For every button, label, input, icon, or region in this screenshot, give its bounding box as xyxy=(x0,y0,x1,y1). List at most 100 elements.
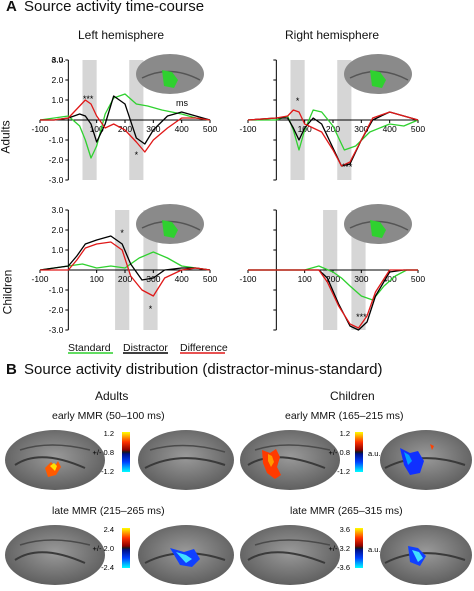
ms-label: ms xyxy=(176,98,188,108)
cbar-ce-min: -1.2 xyxy=(337,467,350,476)
cbar-ae-max: 1.2 xyxy=(104,429,114,438)
cbar-al-mid: +/- 2.0 xyxy=(93,544,114,553)
chart-adults-right: -100 100 200 300 400 500**** xyxy=(239,54,425,181)
x-tick-label: 300 xyxy=(354,124,368,134)
brain-inset xyxy=(344,204,412,244)
x-tick-label: 500 xyxy=(411,274,425,284)
y-tick-label: 2.0 xyxy=(52,225,64,235)
y-tick-label: 1.0 xyxy=(52,95,64,105)
cbar-ae-mid: +/- 0.8 xyxy=(93,448,114,457)
x-tick-label: -100 xyxy=(239,124,256,134)
colorbar-adults-early: 1.2 +/- 0.8 -1.2 xyxy=(93,429,130,476)
legend-difference: Difference xyxy=(180,342,228,354)
cbar-cl-unit: a.u. xyxy=(368,545,381,554)
panel-b-title: Source activity distribution (distractor… xyxy=(24,361,383,378)
x-tick-label: 200 xyxy=(326,124,340,134)
x-tick-label: 500 xyxy=(411,124,425,134)
brain-children-late-right xyxy=(380,525,472,585)
unit-label: a.u. xyxy=(51,54,65,64)
chart-children-right: -100 100 200 300 400 500 *** xyxy=(239,204,425,331)
y-tick-label: -1.0 xyxy=(49,135,64,145)
colorbar-adults-late: 2.4 +/- 2.0 -2.4 xyxy=(93,525,130,572)
significance-marker: * xyxy=(120,228,124,238)
cbar-cl-min: -3.6 xyxy=(337,563,350,572)
x-tick-label: -100 xyxy=(239,274,256,284)
series-distractor xyxy=(40,95,211,145)
chart-adults-left: 3.02.01.0-1.0-2.0-3.0-100 100 200 300 400 500… xyxy=(31,54,217,185)
brain-adults-early-right xyxy=(138,430,234,490)
significance-marker: *** xyxy=(83,94,94,104)
brain-children-late-left xyxy=(240,525,340,585)
cbar-al-max: 2.4 xyxy=(104,525,114,534)
x-tick-label: 200 xyxy=(118,124,132,134)
x-tick-label: 400 xyxy=(175,274,189,284)
series-difference xyxy=(40,99,211,153)
y-tick-label: 3.0 xyxy=(52,55,64,65)
cbar-ce-mid: +/- 0.8 xyxy=(329,448,350,457)
cbar-cl-max: 3.6 xyxy=(340,525,350,534)
series-distractor xyxy=(247,111,419,167)
series-standard xyxy=(39,93,211,159)
y-tick-label: -2.0 xyxy=(49,155,64,165)
col-label-adults: Adults xyxy=(95,389,129,403)
series-difference xyxy=(40,241,211,297)
x-tick-label: -100 xyxy=(31,124,48,134)
cbar-al-min: -2.4 xyxy=(101,563,114,572)
col-label-children: Children xyxy=(330,389,375,403)
significance-marker: * xyxy=(149,304,153,314)
significance-marker: * xyxy=(296,96,300,106)
chart-children-left: 3.0 2.0 1.0 -1.0 -2.0 -3.0 -100 100 200 300 400 500… xyxy=(31,204,217,335)
series-difference xyxy=(248,269,418,329)
x-tick-label: 400 xyxy=(383,274,397,284)
x-tick-label: 100 xyxy=(90,274,104,284)
panel-a-letter: A xyxy=(6,0,17,15)
x-tick-label: 300 xyxy=(354,274,368,284)
x-tick-label: 100 xyxy=(90,124,104,134)
x-tick-label: 500 xyxy=(203,124,217,134)
y-tick-label: 3.0 xyxy=(52,205,64,215)
brain-adults-late-left xyxy=(5,525,105,585)
cbar-ae-min: -1.2 xyxy=(101,467,114,476)
y-tick-label: -1.0 xyxy=(49,285,64,295)
cbar-ce-max: 1.2 xyxy=(340,429,350,438)
label-adults-early: early MMR (50–100 ms) xyxy=(52,410,165,422)
cbar-ce-unit: a.u. xyxy=(368,449,381,458)
colorbar-children-late: 3.6 +/- 3.2 -3.6 a.u. xyxy=(329,525,381,572)
panel-a-charts: 3.0 2.0 1.0 -1.0 -2.0 -3.0 -100 100 200 300 400 500… xyxy=(31,54,425,354)
significance-marker: * xyxy=(135,150,139,160)
label-children-late: late MMR (265–315 ms) xyxy=(290,505,403,517)
series-difference xyxy=(247,109,419,167)
panel-b-letter: B xyxy=(6,361,17,378)
brain-children-early-right xyxy=(380,430,472,490)
x-tick-label: 400 xyxy=(383,124,397,134)
x-tick-label: 200 xyxy=(326,274,340,284)
y-tick-label: 2.0 xyxy=(52,75,64,85)
brain-inset xyxy=(136,54,204,94)
col-label-right: Right hemisphere xyxy=(285,28,380,42)
significance-marker: *** xyxy=(356,312,367,322)
significance-marker: *** xyxy=(342,162,353,172)
y-tick-label: -3.0 xyxy=(49,175,64,185)
cbar-cl-mid: +/- 3.2 xyxy=(329,544,350,553)
x-tick-label: -100 xyxy=(31,274,48,284)
legend: Standard Distractor Difference xyxy=(68,342,448,360)
label-children-early: early MMR (165–215 ms) xyxy=(285,410,404,422)
x-tick-label: 100 xyxy=(298,274,312,284)
x-tick-label: 400 xyxy=(175,124,189,134)
x-tick-label: 500 xyxy=(203,274,217,284)
series-standard xyxy=(39,251,211,271)
y-tick-label: 1.0 xyxy=(52,245,64,255)
colorbar-children-early: 1.2 +/- 0.8 -1.2 a.u. xyxy=(329,429,381,476)
y-tick-label: -2.0 xyxy=(49,305,64,315)
brain-adults-late-right xyxy=(138,525,234,585)
x-tick-label: 200 xyxy=(118,274,132,284)
y-tick-label: -3.0 xyxy=(49,325,64,335)
legend-standard: Standard xyxy=(68,342,111,354)
series-distractor xyxy=(39,235,211,281)
label-adults-late: late MMR (215–265 ms) xyxy=(52,505,165,517)
brain-children-early-left xyxy=(240,430,340,490)
brain-adults-early-left xyxy=(5,430,105,490)
panel-a-title: Source activity time-course xyxy=(24,0,205,15)
legend-distractor: Distractor xyxy=(123,342,168,354)
brain-inset xyxy=(344,54,412,94)
